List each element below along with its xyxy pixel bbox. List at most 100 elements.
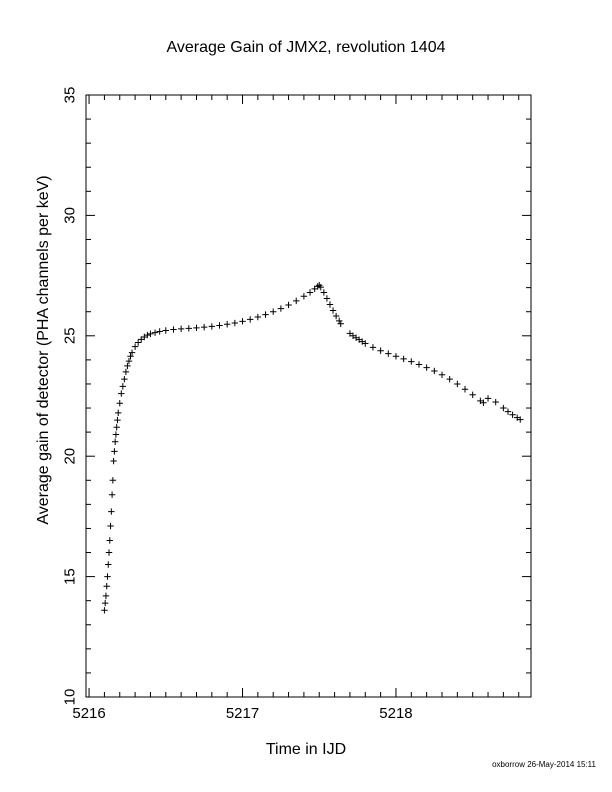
x-tick-label: 5218 [379,705,412,722]
data-point [277,305,285,312]
data-point [293,297,300,305]
data-point [415,361,423,368]
y-tick-label: 20 [62,448,79,465]
data-point [105,549,113,556]
data-point [112,431,120,438]
y-tick-label: 25 [62,327,79,344]
data-point [323,295,331,302]
data-point [121,375,128,383]
y-axis-label: Average gain of detector (PHA channels p… [35,175,52,524]
data-point [385,350,392,357]
plot-frame [85,94,532,698]
data-point [332,312,340,320]
data-point [335,317,343,325]
data-point [231,319,239,327]
footer-credit: oxborrow 26-May-2014 15:11 [492,760,596,769]
data-point [461,386,469,393]
data-point [306,289,314,296]
data-point [480,399,487,406]
data-point [101,599,109,607]
data-point [314,283,321,290]
data-point [369,344,377,351]
data-point [108,508,115,515]
data-point [106,537,113,544]
data-point [115,409,122,417]
data-point [392,353,400,360]
x-tick-label: 5217 [226,705,259,722]
data-point [107,522,114,530]
data-point [113,424,120,431]
y-tick-label: 10 [62,689,79,706]
data-point [423,364,430,371]
axis-tick-labels: 5216 5217 5218 10 15 20 25 30 35 [62,87,413,722]
data-point [116,400,123,407]
data-points [101,282,524,614]
data-point [151,329,159,336]
data-point [108,491,116,498]
data-point [185,325,193,332]
data-point [320,289,328,296]
data-point [454,380,461,388]
data-point [408,358,415,365]
data-point [109,477,117,484]
data-point [147,330,154,338]
data-point [208,323,216,330]
data-point [469,391,476,398]
data-point [127,353,134,360]
data-point [377,347,384,354]
data-point [134,339,142,346]
data-point [362,340,369,347]
data-point [484,395,492,402]
data-point [239,318,246,325]
data-point [492,398,499,406]
data-point [200,323,208,331]
y-tick-label: 15 [62,568,79,585]
y-tick-label: 35 [62,87,79,104]
data-point [111,448,118,455]
data-point [285,301,292,309]
data-point [103,583,110,590]
data-point [509,411,516,418]
data-point [156,328,163,335]
x-axis-label: Time in IJD [266,741,346,758]
data-point [216,322,223,329]
x-tick-label: 5216 [72,705,105,722]
data-point [317,283,324,291]
data-point [223,321,231,328]
data-point [122,368,130,376]
data-point [329,307,337,314]
data-point [128,349,136,356]
data-point [104,573,111,580]
data-point [177,325,185,333]
data-point [337,320,344,327]
y-tick-label: 30 [62,207,79,224]
data-point [504,408,512,415]
data-point [300,293,308,300]
data-point [111,438,119,445]
data-point [500,404,507,412]
data-point [114,416,121,424]
data-point [262,311,269,318]
chart-title: Average Gain of JMX2, revolution 1404 [167,39,446,56]
axis-ticks [86,94,531,698]
data-point [119,383,127,390]
data-point [105,561,112,568]
data-point [110,457,117,465]
data-point [270,308,277,315]
data-point [517,416,524,423]
data-point [446,375,453,383]
data-point [246,316,254,323]
data-point [438,371,446,379]
data-point [144,331,151,339]
data-point [170,326,177,333]
data-point [254,313,262,321]
data-point [131,343,139,350]
data-point [101,607,108,614]
data-point [118,390,125,397]
data-point [193,324,200,332]
data-point [326,301,334,308]
data-point [400,355,407,363]
data-point [102,592,110,600]
data-point [431,367,438,375]
